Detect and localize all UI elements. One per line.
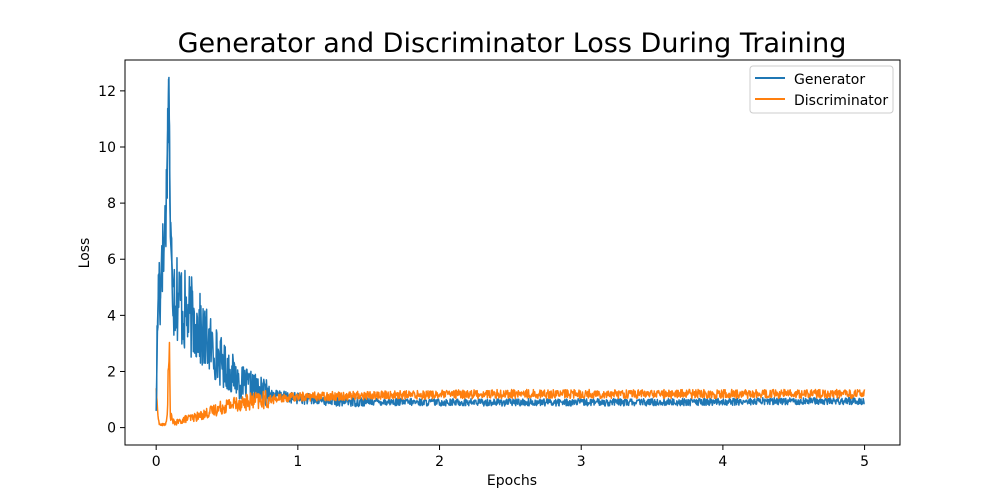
series-line-generator bbox=[155, 78, 866, 411]
plot-area bbox=[124, 59, 901, 446]
x-tick-label: 1 bbox=[293, 454, 302, 470]
y-tick-label: 8 bbox=[107, 196, 116, 212]
x-tick-label: 4 bbox=[718, 454, 727, 470]
series-line-discriminator bbox=[155, 341, 866, 427]
x-tick-label: 3 bbox=[577, 454, 586, 470]
legend-box bbox=[749, 65, 894, 114]
legend-label-generator: Generator bbox=[794, 72, 865, 88]
series-group bbox=[155, 76, 866, 427]
chart-title: Generator and Discriminator Loss During … bbox=[178, 28, 847, 59]
y-tick-label: 0 bbox=[107, 421, 116, 437]
y-tick-label: 2 bbox=[107, 364, 116, 380]
series-peak-generator bbox=[155, 76, 174, 411]
y-tick-label: 10 bbox=[98, 140, 116, 156]
legend: Generator Discriminator bbox=[749, 65, 894, 114]
y-tick-label: 4 bbox=[107, 308, 116, 324]
plot-frame bbox=[124, 59, 901, 446]
x-tick-label: 0 bbox=[152, 454, 161, 470]
y-tick-label: 12 bbox=[98, 84, 116, 100]
x-axis-ticks: 0 1 2 3 4 5 bbox=[152, 445, 869, 470]
x-tick-label: 2 bbox=[435, 454, 444, 470]
x-tick-label: 5 bbox=[860, 454, 869, 470]
x-axis-label: Epochs bbox=[487, 473, 537, 489]
y-axis-label: Loss bbox=[77, 238, 93, 269]
y-axis-ticks: 0 2 4 6 8 10 12 bbox=[98, 84, 125, 437]
y-tick-label: 6 bbox=[107, 252, 116, 268]
legend-label-discriminator: Discriminator bbox=[794, 93, 888, 109]
